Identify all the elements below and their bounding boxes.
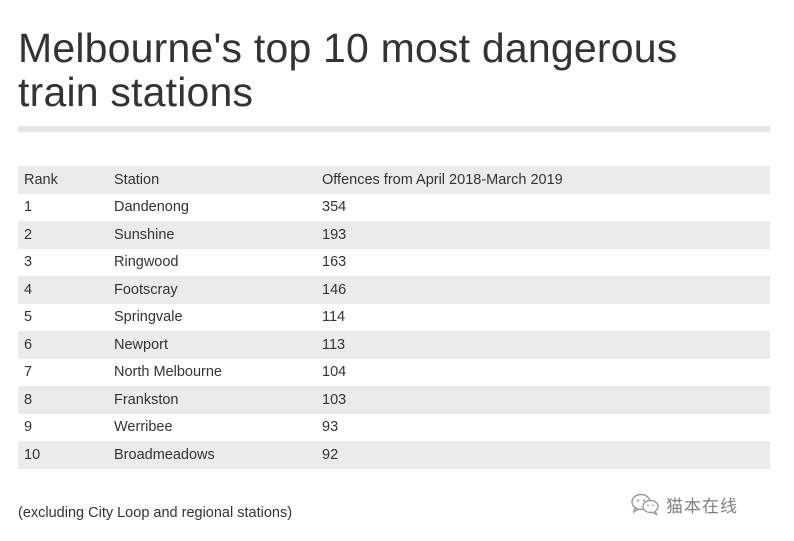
wechat-icon — [630, 492, 660, 516]
table-row: 1 Dandenong 354 — [18, 193, 770, 221]
station-cell: Ringwood — [114, 254, 179, 271]
rank-cell: 5 — [24, 309, 33, 326]
offences-cell: 163 — [322, 254, 347, 271]
table-row: 4 Footscray 146 — [18, 276, 770, 304]
rank-cell: 10 — [24, 446, 41, 463]
rank-cell: 4 — [24, 281, 33, 298]
footnote: (excluding City Loop and regional statio… — [18, 505, 293, 521]
rank-cell: 6 — [24, 336, 33, 353]
column-header-rank: Rank — [24, 171, 58, 188]
offences-cell: 103 — [322, 391, 347, 408]
column-header-station: Station — [114, 171, 160, 188]
rank-cell: 3 — [24, 254, 33, 271]
chart-title: Melbourne's top 10 most dangerous train … — [18, 25, 678, 115]
table-row: 6 Newport 113 — [18, 331, 770, 359]
station-cell: Footscray — [114, 281, 178, 298]
table-row: 5 Springvale 114 — [18, 303, 770, 331]
table-header-row: Rank Station Offences from April 2018-Ma… — [18, 166, 770, 194]
table-row: 7 North Melbourne 104 — [18, 358, 770, 386]
table-row: 9 Werribee 93 — [18, 413, 770, 441]
offences-cell: 193 — [322, 226, 347, 243]
rank-cell: 9 — [24, 419, 33, 436]
title-divider — [18, 126, 770, 132]
offences-cell: 354 — [322, 199, 347, 216]
table-bottom-divider — [18, 468, 770, 469]
station-cell: Werribee — [114, 419, 173, 436]
offences-cell: 114 — [322, 309, 346, 326]
station-cell: Broadmeadows — [114, 446, 215, 463]
table-body: 1 Dandenong 354 2 Sunshine 193 3 Ringwood 163 4 Fo… — [18, 193, 770, 469]
watermark: 猫本在线 — [630, 490, 738, 518]
offences-cell: 113 — [322, 336, 346, 353]
station-cell: Springvale — [114, 309, 183, 326]
table-row: 3 Ringwood 163 — [18, 248, 770, 276]
table-row: 8 Frankston 103 — [18, 386, 770, 414]
rank-cell: 7 — [24, 364, 33, 381]
rank-cell: 1 — [24, 199, 33, 216]
table-row: 2 Sunshine 193 — [18, 221, 770, 249]
offences-cell: 104 — [322, 364, 347, 381]
offences-cell: 92 — [322, 446, 339, 463]
offences-cell: 146 — [322, 281, 347, 298]
station-cell: Dandenong — [114, 199, 189, 216]
station-cell: Frankston — [114, 391, 179, 408]
station-cell: Sunshine — [114, 226, 175, 243]
table-row: 10 Broadmeadows 92 — [18, 441, 770, 469]
rank-cell: 8 — [24, 391, 33, 408]
rank-cell: 2 — [24, 226, 33, 243]
station-cell: Newport — [114, 336, 168, 353]
station-cell: North Melbourne — [114, 364, 222, 381]
offences-cell: 93 — [322, 419, 339, 436]
stations-table: Rank Station Offences from April 2018-Ma… — [18, 166, 770, 469]
column-header-offences: Offences from April 2018-March 2019 — [322, 171, 563, 188]
watermark-text: 猫本在线 — [666, 496, 738, 517]
